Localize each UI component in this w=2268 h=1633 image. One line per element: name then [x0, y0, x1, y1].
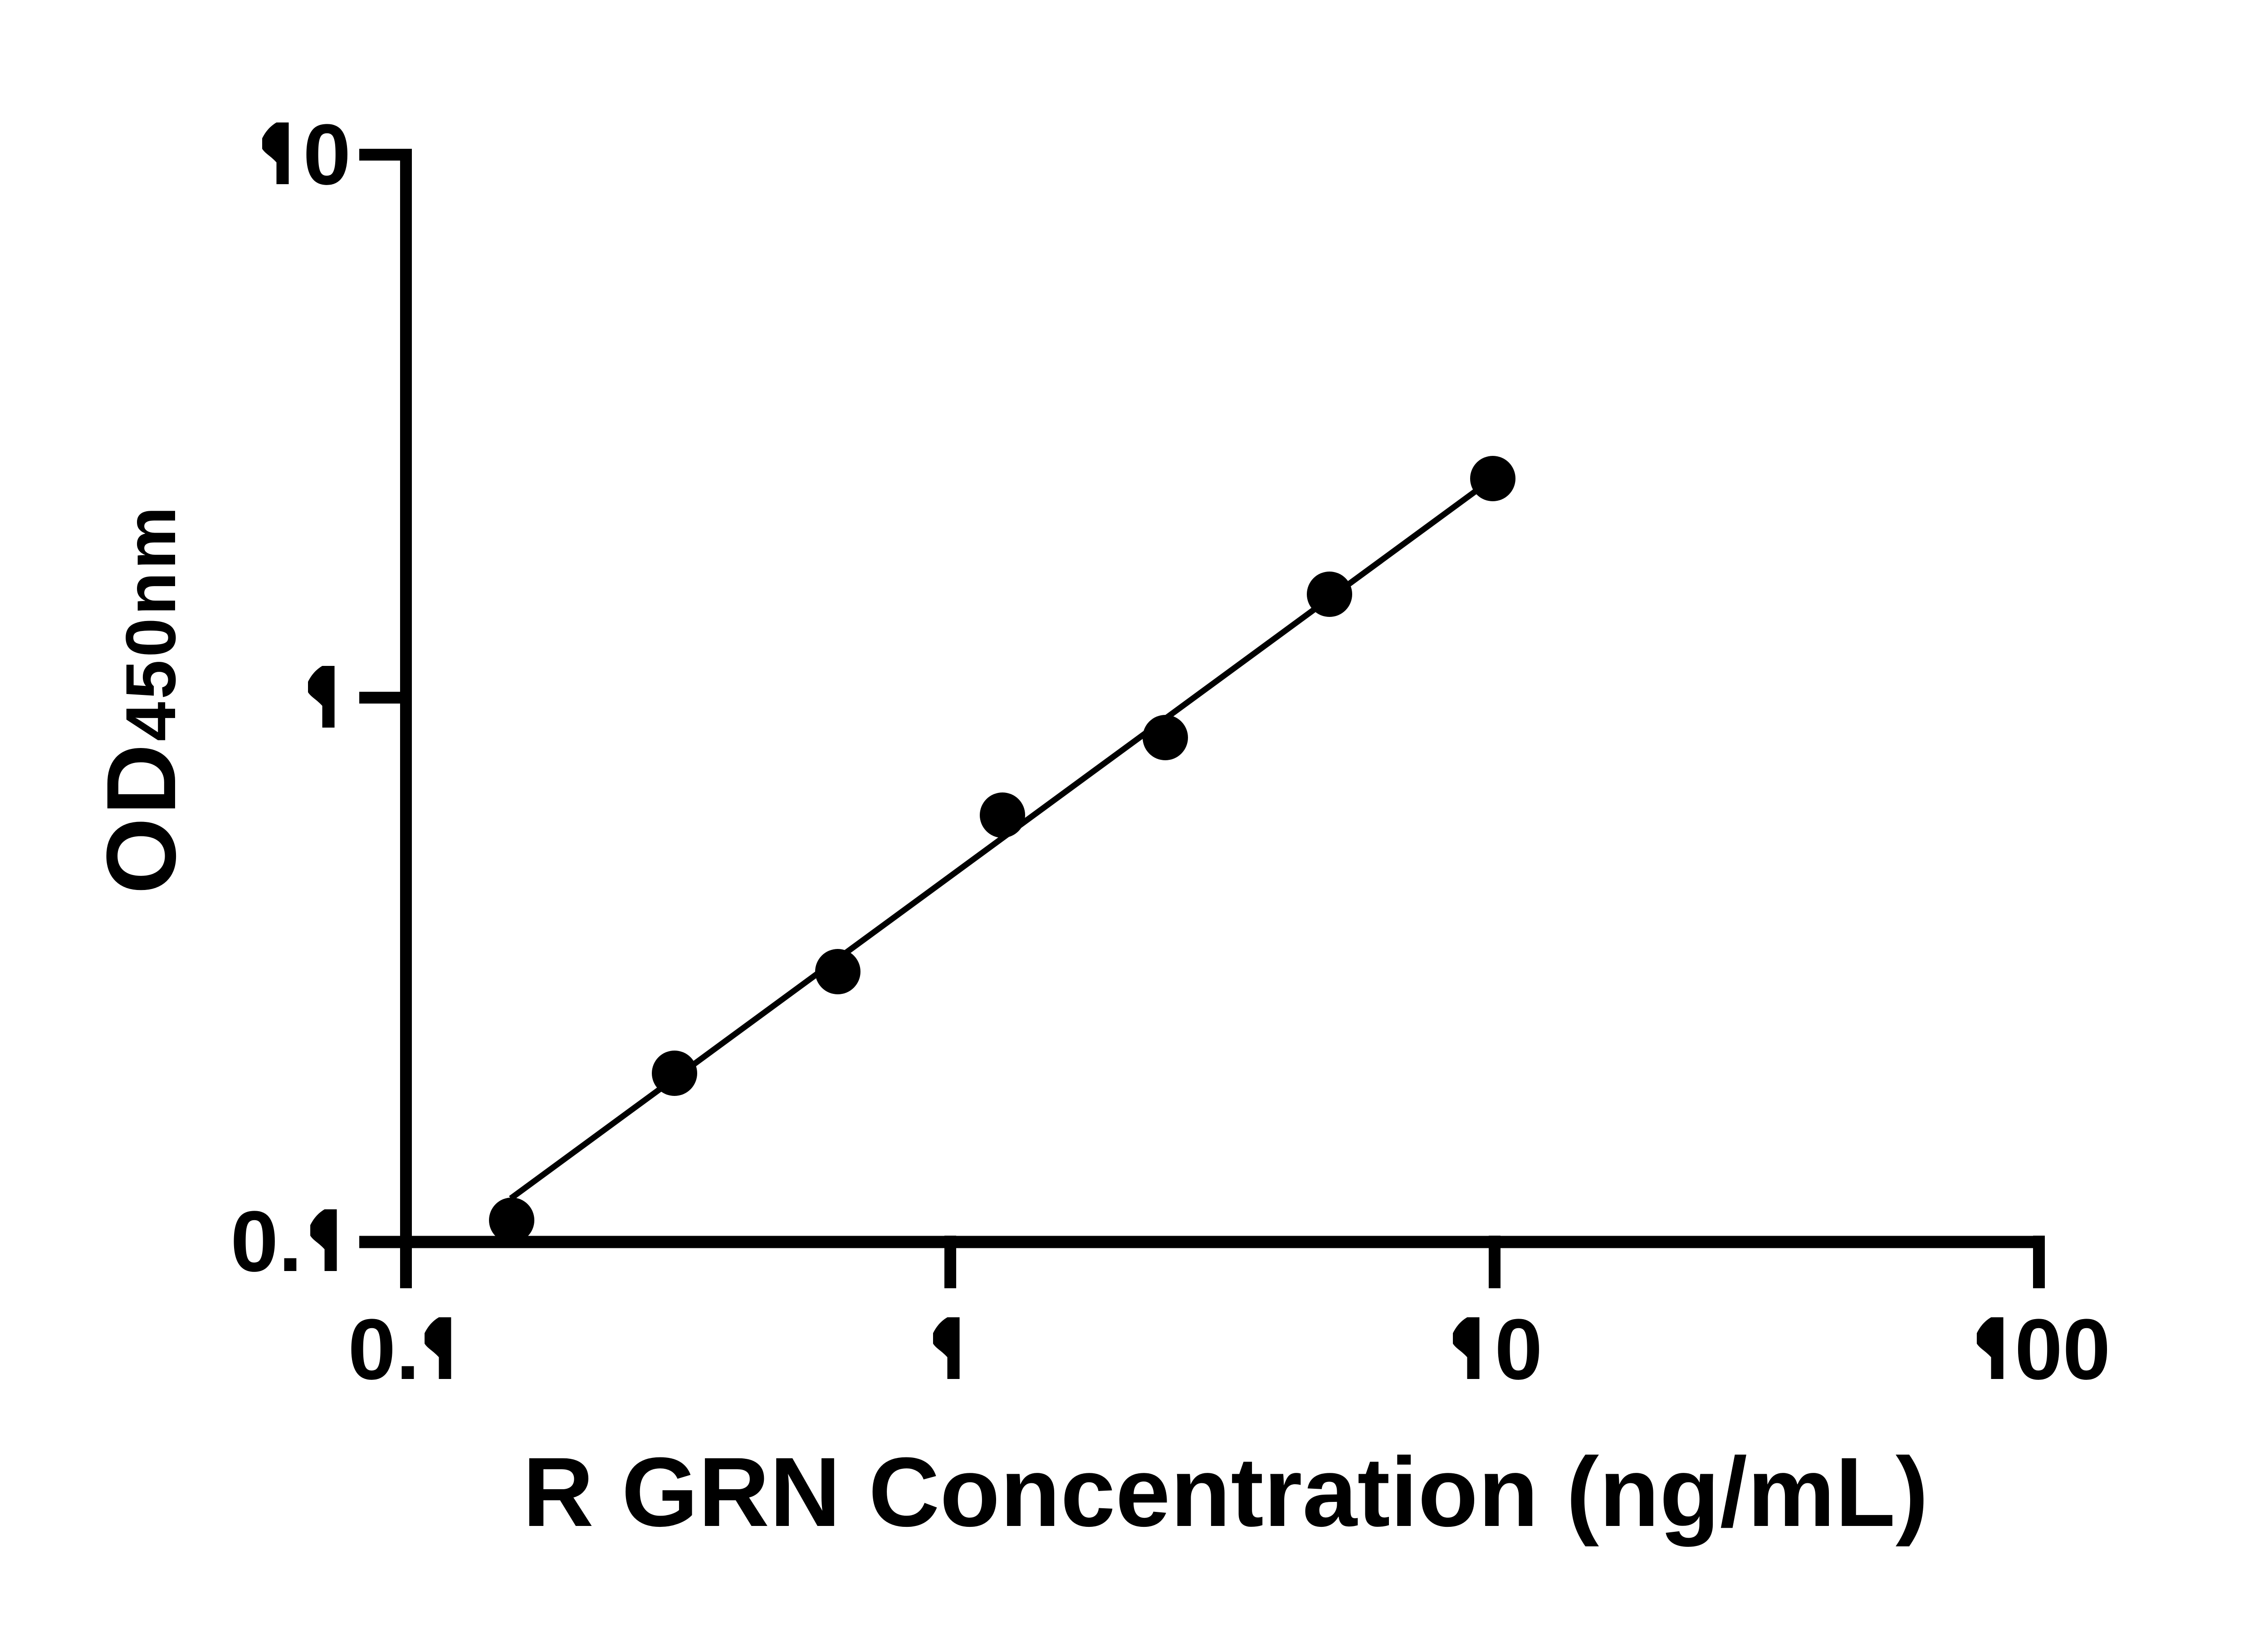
svg-text:00: 00: [2015, 1301, 2111, 1398]
svg-text:R GRN Concentration (ng/mL): R GRN Concentration (ng/mL): [523, 1437, 1929, 1547]
svg-text:0.: 0.: [348, 1301, 420, 1398]
svg-text:0: 0: [1495, 1301, 1543, 1398]
svg-text:0: 0: [303, 107, 351, 203]
svg-text:0.: 0.: [230, 1193, 302, 1290]
svg-text:OD450nm: OD450nm: [86, 504, 196, 894]
